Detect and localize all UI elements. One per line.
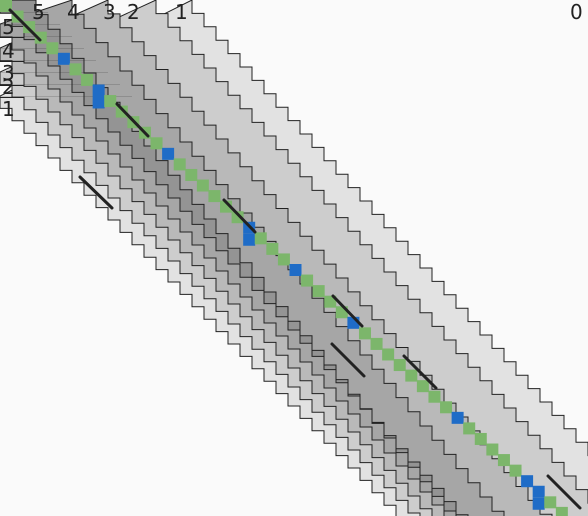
green-cell xyxy=(115,105,128,118)
green-cell xyxy=(405,369,418,382)
green-cell xyxy=(208,190,221,203)
green-cell xyxy=(254,232,267,245)
green-cell xyxy=(497,454,510,467)
row-label-separators xyxy=(0,37,24,98)
green-cell xyxy=(312,285,325,298)
diagonal-marker xyxy=(330,342,366,378)
green-cell xyxy=(370,337,383,350)
diagonal-marker xyxy=(222,198,257,234)
green-cell xyxy=(173,158,186,171)
column-label-5: 5 xyxy=(32,0,45,24)
row-label-1: 1 xyxy=(2,97,15,121)
diagonal-marker xyxy=(8,8,42,42)
green-cell xyxy=(555,506,568,516)
blue-cell xyxy=(289,264,302,276)
highlighted-cells xyxy=(0,0,568,516)
column-label-2: 2 xyxy=(127,0,140,24)
diagonal-marker xyxy=(331,294,364,328)
green-cell xyxy=(266,242,279,255)
green-cell xyxy=(231,211,244,224)
blue-cell xyxy=(521,475,534,488)
green-cell xyxy=(104,95,117,108)
row-label-2: 2 xyxy=(2,75,15,99)
green-cell xyxy=(69,63,82,76)
diagonal-marker xyxy=(115,102,150,138)
green-cell xyxy=(486,443,499,456)
green-cell xyxy=(463,422,476,435)
column-label-0: 0 xyxy=(570,0,583,24)
blue-cell xyxy=(451,411,464,424)
green-cell xyxy=(196,179,209,192)
green-cell xyxy=(440,401,453,414)
diagonal-marker xyxy=(402,354,438,390)
column-label-3: 3 xyxy=(103,0,116,24)
row-label-5: 5 xyxy=(2,15,15,39)
green-cell xyxy=(185,168,198,181)
green-cell xyxy=(277,253,290,266)
green-cell xyxy=(382,348,395,361)
blue-cell xyxy=(532,485,545,498)
green-cell xyxy=(509,464,522,477)
column-label-1: 1 xyxy=(175,0,188,24)
blue-cell xyxy=(243,233,256,246)
green-cell xyxy=(324,295,337,308)
blue-cell xyxy=(532,497,545,510)
green-cell xyxy=(34,31,47,44)
green-cell xyxy=(358,327,371,340)
green-cell xyxy=(428,390,441,403)
green-cell xyxy=(81,73,94,86)
level-band-5 xyxy=(0,0,469,516)
diagonal-marker xyxy=(78,175,114,210)
green-cell xyxy=(474,432,487,445)
column-label-4: 4 xyxy=(67,0,80,24)
green-cell xyxy=(393,359,406,372)
diagonal-markers xyxy=(8,8,582,510)
blue-cell xyxy=(57,52,70,65)
blue-cell xyxy=(92,96,105,109)
green-cell xyxy=(301,274,314,287)
green-cell xyxy=(150,137,163,150)
diagonal-marker xyxy=(546,474,582,510)
blue-cell xyxy=(92,84,105,97)
green-cell xyxy=(544,496,557,509)
green-cell xyxy=(46,42,59,55)
row-label-3: 3 xyxy=(2,61,15,85)
green-cell xyxy=(416,380,429,393)
row-label-4: 4 xyxy=(2,39,15,63)
blue-cell xyxy=(162,147,175,160)
